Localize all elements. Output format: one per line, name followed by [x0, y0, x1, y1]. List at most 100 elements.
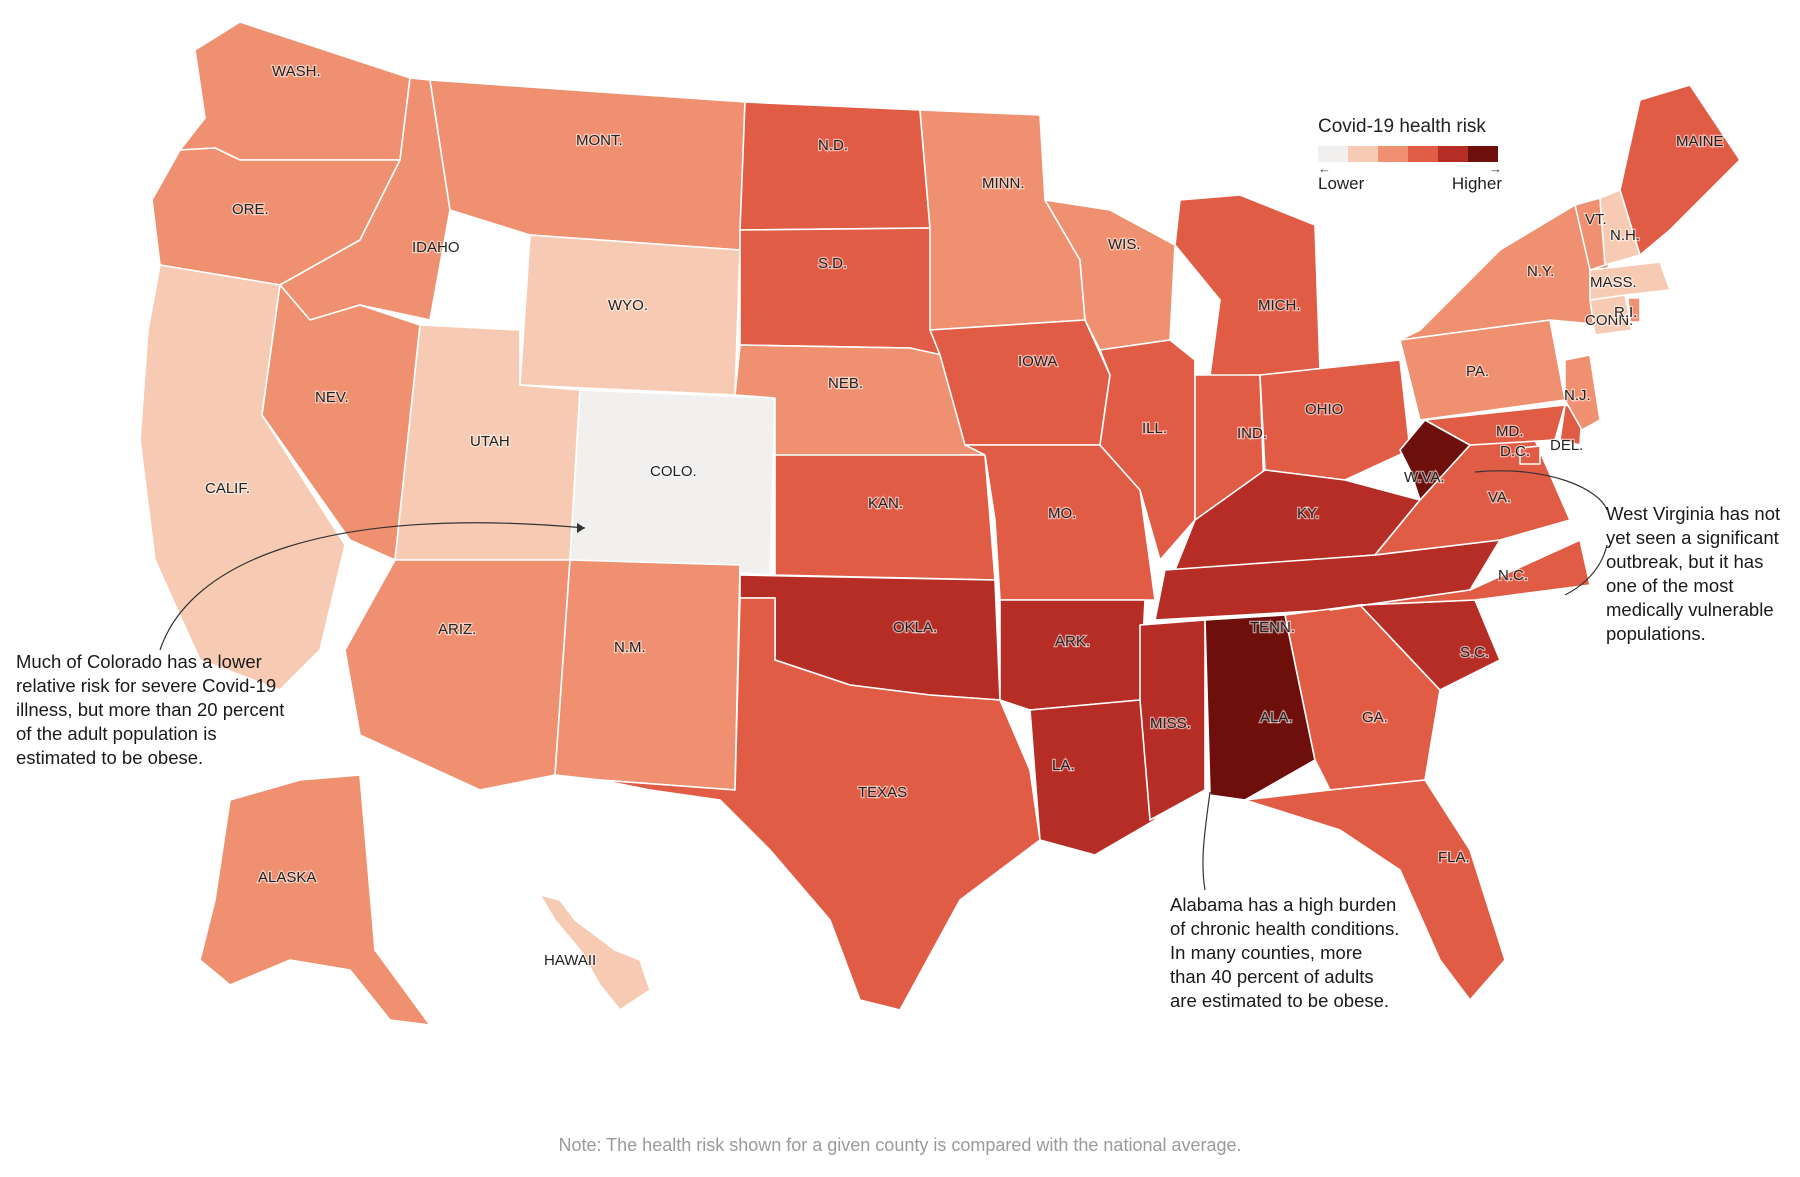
state-shapes	[139, 21, 1741, 1026]
legend-title: Covid-19 health risk	[1318, 116, 1486, 137]
state-label-ala: ALA.	[1260, 709, 1293, 726]
state-label-n-h: N.H.	[1610, 227, 1640, 244]
state-label-ohio: OHIO	[1305, 401, 1343, 418]
state-label-wyo: WYO.	[608, 297, 648, 314]
state-label-kan: KAN.	[868, 495, 903, 512]
colorado-leader-arrow	[577, 523, 585, 533]
state-label-md: MD.	[1496, 423, 1524, 440]
alabama-leader-line	[1202, 791, 1211, 891]
state-texas	[599, 597, 1041, 1011]
footnote: Note: The health risk shown for a given …	[558, 1135, 1242, 1155]
state-d-c	[1519, 445, 1541, 465]
state-label-tenn: TENN.	[1250, 619, 1295, 636]
legend-swatch	[1408, 146, 1438, 162]
state-label-n-y: N.Y.	[1527, 263, 1554, 280]
state-maine	[1619, 84, 1741, 256]
state-wash	[179, 21, 411, 161]
state-label-conn: CONN.	[1585, 312, 1633, 329]
state-label-pa: PA.	[1466, 363, 1489, 380]
state-label-hawaii: HAWAII	[544, 952, 596, 969]
legend-swatch	[1318, 146, 1348, 162]
legend-ends: ← Lower → Higher	[1318, 161, 1502, 194]
state-label-mont: MONT.	[576, 132, 623, 149]
state-n-d	[739, 101, 931, 231]
state-label-ark: ARK.	[1055, 633, 1090, 650]
state-label-iowa: IOWA	[1018, 353, 1057, 370]
legend-swatch	[1438, 146, 1468, 162]
annotation-leaders	[159, 470, 1608, 891]
left-arrow-icon: ←	[1318, 161, 1331, 176]
state-label-colo: COLO.	[650, 463, 697, 480]
state-label-va: VA.	[1488, 489, 1511, 506]
state-label-ore: ORE.	[232, 201, 269, 218]
state-label-neb: NEB.	[828, 375, 863, 392]
state-md	[1424, 404, 1566, 446]
state-ariz	[344, 559, 571, 791]
legend-low-label: Lower	[1318, 174, 1365, 193]
state-label-wash: WASH.	[272, 63, 321, 80]
state-ill	[1099, 339, 1196, 561]
state-alaska	[199, 774, 431, 1026]
state-colo	[569, 389, 776, 576]
state-n-j	[1564, 354, 1601, 431]
state-la	[1029, 699, 1156, 856]
state-fla	[1244, 779, 1506, 1001]
legend-swatch	[1378, 146, 1408, 162]
west-virginia-annotation: West Virginia has not yet seen a signifi…	[1606, 503, 1781, 644]
state-idaho	[279, 77, 451, 321]
state-label-del: DEL.	[1550, 437, 1583, 454]
state-label-okla: OKLA.	[893, 619, 937, 636]
legend: Covid-19 health risk ← Lower → Higher	[1318, 116, 1508, 194]
state-label-fla: FLA.	[1438, 849, 1470, 866]
right-arrow-icon: →	[1489, 161, 1502, 176]
state-label-idaho: IDAHO	[412, 239, 460, 256]
legend-color-scale	[1318, 146, 1498, 162]
colorado-annotation: Much of Colorado has a lower relative ri…	[16, 651, 285, 768]
state-wyo	[519, 234, 741, 396]
state-label-wis: WIS.	[1108, 236, 1141, 253]
state-ala	[1204, 614, 1316, 801]
state-label-texas: TEXAS	[858, 784, 907, 801]
state-kan	[774, 454, 996, 581]
state-n-c	[1329, 539, 1591, 611]
state-label-n-c: N.C.	[1498, 567, 1528, 584]
state-label-s-c: S.C.	[1460, 644, 1489, 661]
state-label-ind: IND.	[1237, 425, 1267, 442]
state-label-mich: MICH.	[1258, 297, 1301, 314]
legend-swatch	[1468, 146, 1498, 162]
state-label-nev: NEV.	[315, 389, 349, 406]
state-label-ariz: ARIZ.	[438, 621, 476, 638]
state-labels: WASH. ORE. CALIF. IDAHO NEV. MONT. WYO. UTAH COL…	[204, 62, 1725, 971]
colorado-leader-line	[159, 522, 586, 651]
state-r-i	[1627, 297, 1641, 323]
state-label-r-i: R.I.	[1614, 304, 1637, 321]
state-label-mo: MO.	[1048, 505, 1076, 522]
state-mass	[1589, 261, 1671, 301]
alabama-annotation: Alabama has a high burden of chronic hea…	[1170, 894, 1400, 1011]
state-label-calif: CALIF.	[205, 480, 250, 497]
state-label-minn: MINN.	[982, 175, 1025, 192]
state-w-va	[1399, 419, 1471, 501]
state-label-d-c: D.C.	[1500, 443, 1530, 460]
state-label-n-d: N.D.	[818, 137, 848, 154]
state-ark	[999, 599, 1146, 711]
legend-swatch	[1348, 146, 1378, 162]
state-miss	[1139, 619, 1206, 821]
state-label-s-d: S.D.	[818, 255, 847, 272]
state-label-miss: MISS.	[1150, 715, 1191, 732]
state-n-m	[554, 559, 741, 791]
state-label-ga: GA.	[1362, 709, 1388, 726]
legend-high-label: Higher	[1451, 174, 1502, 193]
state-label-la: LA.	[1052, 757, 1075, 774]
state-label-maine: MAINE	[1676, 133, 1724, 150]
state-hawaii	[539, 894, 651, 1011]
state-ohio	[1259, 359, 1411, 481]
state-n-y	[1399, 204, 1611, 341]
state-mich	[1174, 194, 1321, 381]
state-label-alaska: ALASKA	[258, 869, 316, 886]
state-label-n-m: N.M.	[614, 639, 646, 656]
state-label-ky: KY.	[1297, 505, 1319, 522]
state-mont	[429, 79, 746, 251]
